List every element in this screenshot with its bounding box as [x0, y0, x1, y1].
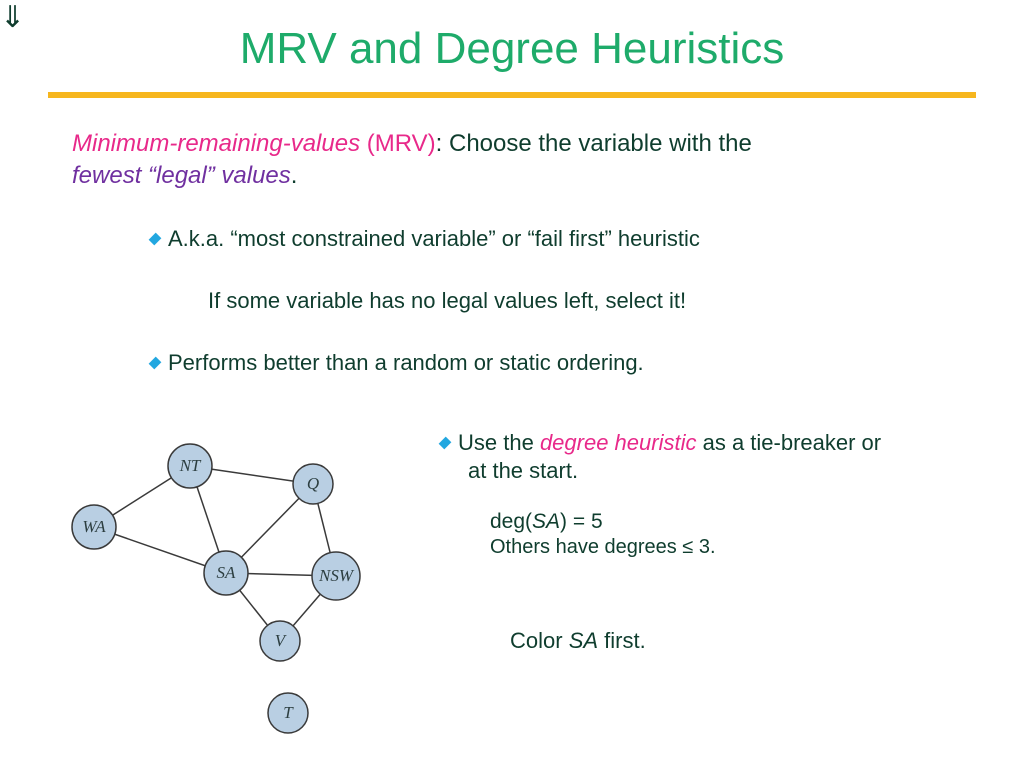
- performs-text: Performs better than a random or static …: [168, 350, 644, 375]
- deg-close: ) = 5: [560, 510, 603, 533]
- color-pre: Color: [510, 628, 569, 653]
- mrv-definition-line2: fewest “legal” values.: [72, 160, 297, 191]
- fewest-period: .: [291, 162, 298, 189]
- bullet-degree-line2: at the start.: [468, 458, 578, 484]
- slide-title: MRV and Degree Heuristics: [0, 24, 1024, 74]
- mrv-rest: : Choose the variable with the: [436, 130, 752, 157]
- mrv-term: Minimum-remaining-values: [72, 130, 360, 157]
- mrv-paren: (MRV): [360, 130, 436, 157]
- use-line2: at the start.: [468, 458, 578, 483]
- color-first: Color SA first.: [510, 628, 646, 654]
- diamond-icon: [149, 357, 162, 370]
- use-pre: Use the: [458, 430, 540, 455]
- graph-node-label: NT: [179, 456, 202, 475]
- graph-node-label: WA: [82, 517, 106, 536]
- diamond-icon: [149, 233, 162, 246]
- deg-sa: SA: [532, 510, 560, 533]
- sub-if: If some variable has no legal values lef…: [208, 288, 686, 314]
- others-line: Others have degrees ≤ 3.: [490, 536, 716, 559]
- color-post: first.: [598, 628, 646, 653]
- fewest-text: fewest “legal” values: [72, 162, 291, 189]
- bullet-aka: A.k.a. “most constrained variable” or “f…: [150, 226, 700, 252]
- bullet-degree: Use the degree heuristic as a tie-breake…: [440, 430, 980, 456]
- down-arrow-icon: ⇓: [0, 0, 25, 35]
- degree-heuristic-term: degree heuristic: [540, 430, 697, 455]
- deg-line: deg(SA) = 5: [490, 510, 603, 534]
- graph-node-label: Q: [307, 474, 319, 493]
- diamond-icon: [439, 437, 452, 450]
- mrv-definition: Minimum-remaining-values (MRV): Choose t…: [72, 128, 952, 159]
- deg-pre: deg(: [490, 510, 532, 533]
- graph-node-label: T: [283, 703, 294, 722]
- bullet-performs: Performs better than a random or static …: [150, 350, 644, 376]
- graph-node-label: SA: [217, 563, 237, 582]
- aka-text: A.k.a. “most constrained variable” or “f…: [168, 226, 700, 251]
- title-underline: [48, 92, 976, 98]
- constraint-graph: WANTSAQNSWVT: [58, 428, 398, 738]
- graph-node-label: NSW: [318, 566, 355, 585]
- use-post: as a tie-breaker or: [696, 430, 881, 455]
- color-sa: SA: [569, 628, 598, 653]
- slide: MRV and Degree Heuristics Minimum-remain…: [0, 0, 1024, 768]
- others-text: Others have degrees ≤ 3.: [490, 536, 716, 558]
- sub-if-text: If some variable has no legal values lef…: [208, 288, 686, 313]
